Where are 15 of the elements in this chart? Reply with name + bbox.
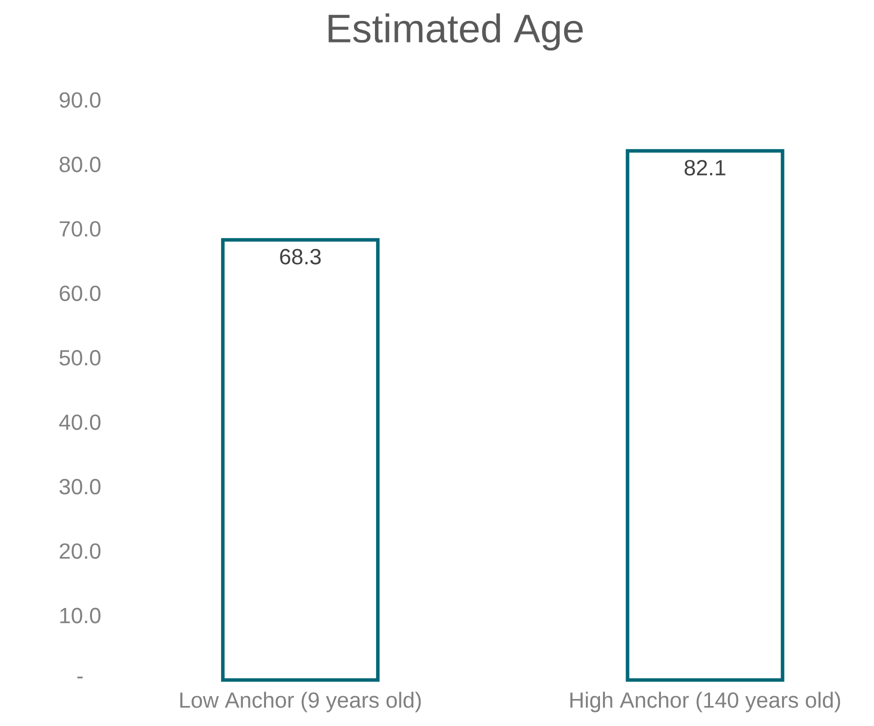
- x-tick-label: Low Anchor (9 years old): [180, 692, 421, 712]
- y-tick-label: 60.0: [60, 286, 100, 302]
- y-tick-label: 80.0: [60, 156, 100, 172]
- y-tick-label: 10.0: [60, 608, 100, 624]
- y-tick-label: 30.0: [60, 478, 100, 494]
- y-tick-label: 70.0: [60, 221, 100, 237]
- data-label: 68.3: [280, 248, 321, 264]
- x-tick-label: High Anchor (140 years old): [570, 692, 840, 712]
- chart-title: Estimated Age: [328, 13, 583, 51]
- y-tick-label: 20.0: [60, 543, 100, 559]
- y-tick-label: 90.0: [60, 92, 100, 108]
- data-label: 82.1: [684, 160, 726, 176]
- y-tick-label: -: [77, 676, 83, 678]
- y-tick-label: 40.0: [59, 414, 100, 430]
- y-tick-label: 50.0: [60, 350, 100, 366]
